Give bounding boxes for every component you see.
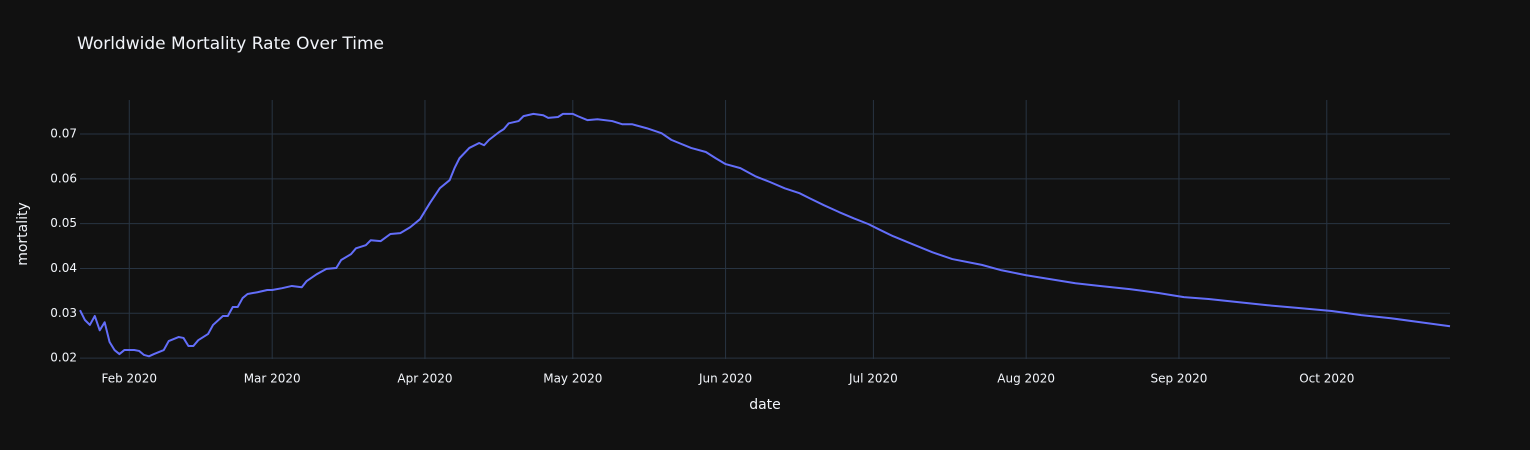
x-axis-title: date — [749, 397, 781, 413]
data-line — [79, 112, 1451, 358]
y-tick-label: 0.06 — [50, 171, 77, 185]
x-tick-label: Oct 2020 — [1299, 372, 1354, 386]
x-tick-label: Aug 2020 — [997, 372, 1055, 386]
y-tick-label: 0.05 — [50, 216, 77, 230]
x-tick-label: Feb 2020 — [101, 372, 157, 386]
plot-area — [79, 112, 1451, 358]
y-axis-title: mortality — [15, 202, 31, 266]
grid — [80, 100, 1450, 359]
x-tick-label: Jul 2020 — [848, 372, 898, 386]
x-tick-label: Sep 2020 — [1150, 372, 1207, 386]
y-tick-label: 0.04 — [50, 261, 77, 275]
x-tick-label: Jun 2020 — [698, 372, 752, 386]
y-tick-label: 0.07 — [50, 127, 77, 141]
chart-title: Worldwide Mortality Rate Over Time — [77, 34, 384, 54]
x-tick-label: Mar 2020 — [244, 372, 301, 386]
y-tick-label: 0.03 — [50, 306, 77, 320]
x-tick-label: May 2020 — [543, 372, 602, 386]
x-tick-label: Apr 2020 — [397, 372, 452, 386]
y-tick-label: 0.02 — [50, 351, 77, 365]
